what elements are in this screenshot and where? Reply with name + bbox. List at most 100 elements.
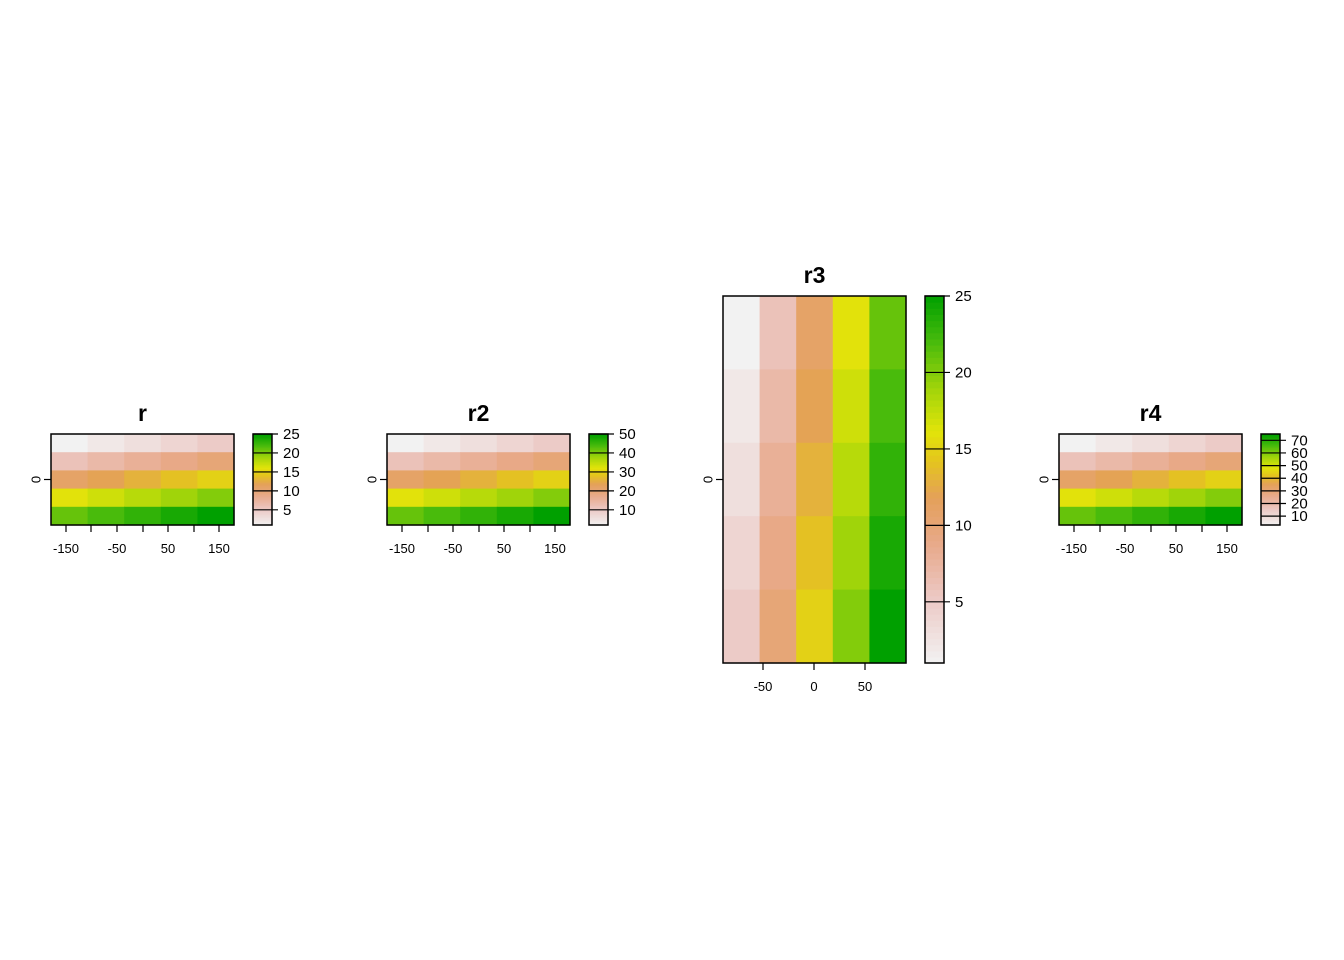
raster-cell bbox=[197, 506, 235, 526]
legend-slice bbox=[925, 510, 944, 517]
raster-cell bbox=[1095, 434, 1133, 453]
raster-cell bbox=[1205, 470, 1243, 490]
legend-slice bbox=[589, 471, 608, 475]
legend-slice bbox=[589, 477, 608, 481]
raster-cell bbox=[869, 296, 907, 370]
raster-cell bbox=[1059, 488, 1097, 508]
legend-slice bbox=[253, 502, 272, 505]
legend-slice bbox=[1261, 518, 1280, 522]
raster-cell bbox=[1205, 506, 1243, 526]
legend-slice bbox=[253, 441, 272, 444]
legend-slice bbox=[253, 493, 272, 496]
legend-slice bbox=[925, 620, 944, 627]
legend-slice bbox=[1261, 491, 1280, 494]
legend-slice bbox=[925, 583, 944, 591]
legend-slice bbox=[589, 499, 608, 502]
raster-cell bbox=[496, 434, 534, 453]
legend-slice bbox=[589, 456, 608, 459]
raster-cell bbox=[387, 470, 425, 490]
raster-cell bbox=[1132, 506, 1170, 526]
legend-slice bbox=[253, 494, 272, 497]
legend-slice bbox=[589, 503, 608, 506]
raster-cell bbox=[87, 452, 125, 471]
legend-slice bbox=[1261, 517, 1280, 520]
raster-cell bbox=[387, 506, 425, 526]
legend-slice bbox=[1261, 494, 1280, 497]
legend-slice bbox=[253, 499, 272, 502]
legend-slice bbox=[589, 440, 608, 443]
raster-cell bbox=[460, 434, 498, 453]
legend-slice bbox=[589, 438, 608, 441]
legend-slice bbox=[253, 485, 272, 488]
legend-slice bbox=[589, 487, 608, 490]
raster-cell bbox=[496, 506, 534, 526]
legend-slice bbox=[589, 491, 608, 494]
raster-cell bbox=[423, 488, 461, 508]
legend-slice bbox=[925, 565, 944, 572]
legend-slice bbox=[1261, 484, 1280, 487]
legend-slice bbox=[925, 406, 944, 413]
legend-slice bbox=[253, 440, 272, 443]
legend-slice bbox=[253, 515, 272, 519]
legend-slice bbox=[1261, 500, 1280, 503]
legend-slice bbox=[925, 442, 944, 450]
legend-slice bbox=[253, 496, 272, 499]
legend-slice bbox=[1261, 438, 1280, 441]
panel-r2: r2 -150 -50 50 150 0 10 20 30 40 50 bbox=[364, 400, 635, 556]
raster-cell bbox=[1205, 488, 1243, 508]
legend-slice bbox=[1261, 443, 1280, 446]
legend-slice bbox=[589, 517, 608, 520]
raster-cell bbox=[759, 516, 797, 591]
legend-slice bbox=[253, 479, 272, 482]
legend-slice bbox=[589, 485, 608, 488]
x-tick-label: -50 bbox=[1116, 541, 1135, 556]
legend-tick-label: 70 bbox=[1291, 432, 1308, 449]
legend-slice bbox=[589, 474, 608, 478]
legend-slice bbox=[925, 485, 944, 493]
legend-slice bbox=[925, 399, 944, 407]
raster-cell bbox=[832, 442, 870, 517]
legend-slice bbox=[925, 552, 944, 560]
x-tick-label: 50 bbox=[497, 541, 511, 556]
legend-slice bbox=[589, 446, 608, 449]
raster-cell bbox=[423, 470, 461, 490]
legend-slice bbox=[253, 437, 272, 440]
legend-tick-label: 25 bbox=[955, 288, 972, 305]
legend-slice bbox=[1261, 503, 1280, 506]
raster-cell bbox=[160, 470, 198, 490]
legend-slice bbox=[1261, 467, 1280, 470]
raster-cell bbox=[124, 470, 162, 490]
panel-title: r bbox=[138, 400, 147, 426]
legend-slice bbox=[1261, 505, 1280, 508]
x-tick-label: -150 bbox=[389, 541, 415, 556]
legend-slice bbox=[925, 314, 944, 322]
legend-slice bbox=[253, 447, 272, 450]
legend-slice bbox=[253, 500, 272, 503]
legend-slice bbox=[925, 528, 944, 536]
raster-cell bbox=[533, 452, 571, 471]
legend-slice bbox=[589, 494, 608, 497]
legend-slice bbox=[589, 476, 608, 479]
panel-title: r3 bbox=[804, 262, 826, 288]
raster-cell bbox=[87, 506, 125, 526]
raster-cell bbox=[197, 470, 235, 490]
raster-cell bbox=[796, 516, 834, 591]
legend-tick-label: 40 bbox=[619, 445, 636, 462]
legend-slice bbox=[253, 458, 272, 461]
legend-slice bbox=[925, 546, 944, 554]
legend-tick-label: 15 bbox=[955, 441, 972, 458]
legend-slice bbox=[589, 514, 608, 517]
x-tick-label: 50 bbox=[858, 679, 872, 694]
legend-slice bbox=[925, 497, 944, 505]
legend-tick-label: 20 bbox=[619, 483, 636, 500]
raster-cell bbox=[87, 470, 125, 490]
legend-slice bbox=[1261, 473, 1280, 476]
legend-slice bbox=[589, 467, 608, 470]
raster-cell bbox=[124, 488, 162, 508]
legend-slice bbox=[589, 481, 608, 484]
raster-cell bbox=[87, 488, 125, 508]
y-tick-label: 0 bbox=[28, 476, 43, 483]
legend-slice bbox=[925, 632, 944, 640]
legend-slice bbox=[589, 453, 608, 456]
